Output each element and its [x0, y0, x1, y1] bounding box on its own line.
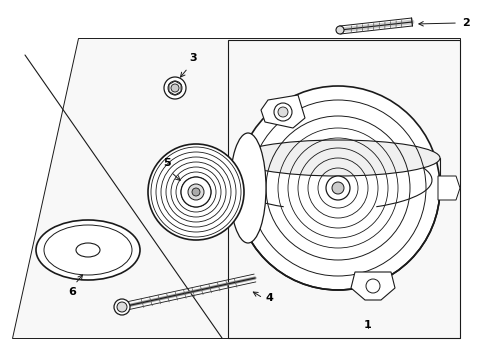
Text: 6: 6 — [68, 287, 76, 297]
Ellipse shape — [148, 144, 244, 240]
Text: 4: 4 — [265, 293, 273, 303]
Circle shape — [274, 103, 292, 121]
Circle shape — [366, 279, 380, 293]
Ellipse shape — [192, 188, 200, 196]
Ellipse shape — [188, 184, 204, 200]
Ellipse shape — [236, 140, 440, 176]
Circle shape — [336, 26, 344, 34]
Ellipse shape — [36, 220, 140, 280]
Ellipse shape — [236, 86, 440, 290]
Text: 3: 3 — [189, 53, 197, 63]
Ellipse shape — [332, 182, 344, 194]
Polygon shape — [438, 176, 460, 200]
Circle shape — [164, 77, 186, 99]
Circle shape — [114, 299, 130, 315]
Ellipse shape — [181, 177, 211, 207]
Polygon shape — [12, 38, 460, 338]
Polygon shape — [261, 95, 305, 128]
Polygon shape — [228, 40, 460, 338]
Polygon shape — [351, 272, 395, 300]
Text: 1: 1 — [364, 320, 372, 330]
Ellipse shape — [326, 176, 350, 200]
Ellipse shape — [230, 133, 266, 243]
Circle shape — [278, 107, 288, 117]
Text: 5: 5 — [163, 158, 171, 168]
Circle shape — [117, 302, 127, 312]
Circle shape — [171, 84, 179, 92]
Text: 2: 2 — [462, 18, 470, 28]
Ellipse shape — [76, 243, 100, 257]
Circle shape — [168, 81, 182, 95]
